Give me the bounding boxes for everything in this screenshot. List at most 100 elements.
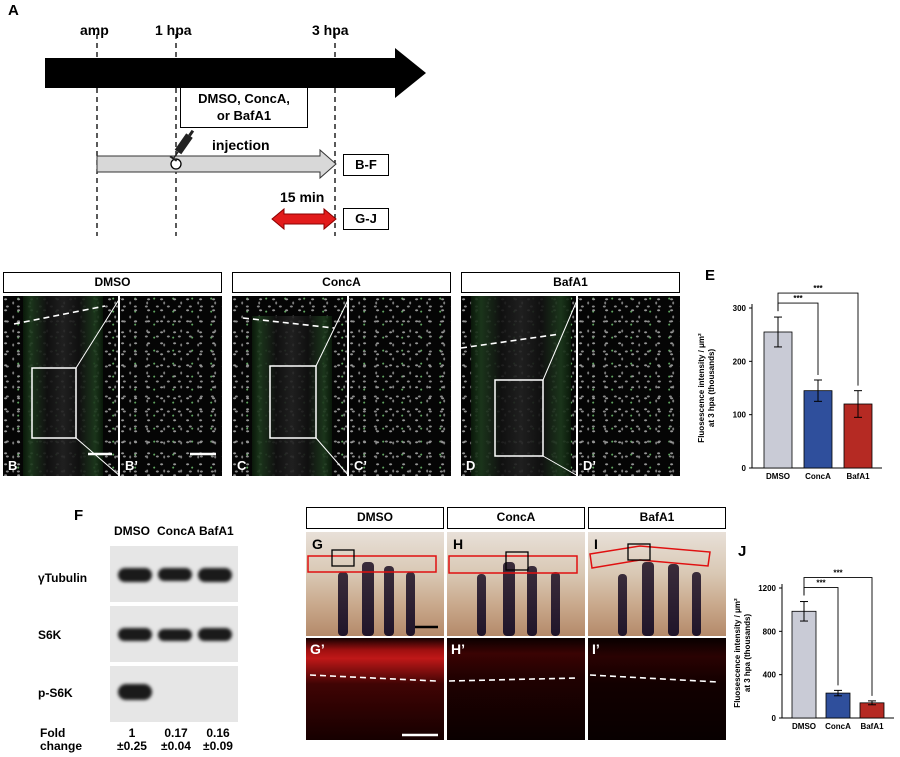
y-axis-label-line-1: Fluosescence intensity / μm² — [733, 598, 742, 708]
1hpa-label: 1 hpa — [155, 22, 192, 38]
label-g-prime: G’ — [310, 641, 325, 657]
wb-row-tubulin: γTubulin — [38, 571, 88, 585]
bar-conca — [825, 692, 851, 719]
header-bafa1: BafA1 — [461, 272, 680, 293]
injection-point — [170, 158, 182, 170]
image-h — [447, 532, 585, 636]
sig-stars-0: *** — [793, 294, 803, 303]
header-dmso: DMSO — [3, 272, 222, 293]
y-axis-label: Fluosescence intensity / μm² at 3 hpa (th… — [733, 598, 752, 708]
sig-bracket-1 — [777, 292, 859, 386]
treatment-line-1: DMSO, ConcA, — [198, 91, 290, 106]
wb-col-bafa1: BafA1 — [199, 524, 234, 538]
image-i — [588, 532, 726, 636]
y-tick-label-1: 400 — [763, 671, 777, 680]
injection-label: injection — [212, 137, 270, 153]
bar-dmso — [763, 331, 793, 469]
label-b: B — [8, 458, 18, 473]
x-label-0: DMSO — [766, 472, 790, 481]
image-c-prime — [349, 296, 451, 476]
x-label-0: DMSO — [792, 722, 816, 731]
y-tick-label-2: 800 — [763, 627, 777, 636]
bar-dmso — [791, 610, 817, 719]
time-arrow — [45, 48, 426, 98]
label-c: C — [237, 458, 247, 473]
fold-value-bafa1: 0.16 — [206, 726, 230, 740]
fold-error-dmso: ±0.25 — [117, 739, 147, 753]
blot-ps6k — [110, 666, 238, 722]
treatment-box: DMSO, ConcA, or BafA1 — [180, 86, 308, 128]
sig-stars-0: *** — [816, 579, 826, 588]
sig-stars-1: *** — [833, 569, 843, 578]
y-axis-label-line-1: Fluosescence intensity / μm² — [697, 333, 706, 443]
image-b-prime — [120, 296, 222, 476]
timeline-diagram — [45, 34, 426, 236]
fin-header-conca: ConcA — [447, 507, 585, 529]
fold-value-dmso: 1 — [128, 726, 136, 740]
image-c — [232, 296, 347, 476]
3hpa-label: 3 hpa — [312, 22, 349, 38]
label-c-prime: C’ — [354, 458, 367, 473]
label-d: D — [466, 458, 476, 473]
panel-label-f: F — [74, 507, 84, 524]
fold-error-conca: ±0.04 — [161, 739, 191, 753]
gj-box: G-J — [343, 208, 389, 230]
image-h-prime — [447, 638, 585, 740]
blot-tubulin — [110, 546, 238, 602]
chart-j: 0 400 800 1200 DMSO ConcA BafA1 *** *** Fluosesce… — [733, 569, 894, 731]
fold-bafa1: 0.16 ±0.09 — [198, 727, 238, 753]
label-d-prime: D’ — [583, 458, 596, 473]
fold-value-conca: 0.17 — [164, 726, 188, 740]
gray-arrow — [96, 148, 337, 180]
image-g — [306, 532, 444, 636]
image-d-prime — [578, 296, 680, 476]
chart-e: 0 100 200 300 DMSO ConcA BafA1 *** *** Fluosescen… — [697, 284, 882, 481]
sig-bracket-1 — [803, 577, 873, 696]
fold-change-label: Fold change — [40, 727, 82, 753]
fold-dmso: 1 ±0.25 — [112, 727, 152, 753]
panel-label-j: J — [738, 543, 747, 560]
header-conca: ConcA — [232, 272, 451, 293]
wb-col-conca: ConcA — [157, 524, 196, 538]
sig-stars-1: *** — [813, 284, 823, 293]
label-g: G — [312, 536, 323, 552]
fold-label-2: change — [40, 739, 83, 753]
y-tick-label-1: 100 — [733, 411, 747, 420]
image-i-prime — [588, 638, 726, 740]
y-tick-label-3: 1200 — [758, 584, 776, 593]
fin-header-bafa1: BafA1 — [588, 507, 726, 529]
x-label-1: ConcA — [825, 722, 851, 731]
x-label-2: BafA1 — [860, 722, 884, 731]
label-h-prime: H’ — [451, 641, 465, 657]
micro-overlays — [13, 297, 579, 477]
fin-overlays — [307, 543, 719, 737]
label-h: H — [453, 536, 464, 552]
wb-row-s6k: S6K — [38, 628, 62, 642]
y-tick-label-0: 0 — [772, 714, 777, 723]
x-label-2: BafA1 — [846, 472, 870, 481]
x-label-1: ConcA — [805, 472, 831, 481]
image-g-prime — [306, 638, 444, 740]
label-i: I — [594, 536, 598, 552]
fin-header-dmso: DMSO — [306, 507, 444, 529]
blot-s6k — [110, 606, 238, 662]
fold-error-bafa1: ±0.09 — [203, 739, 233, 753]
y-tick-label-2: 200 — [733, 357, 747, 366]
image-b — [3, 296, 118, 476]
y-axis-label: Fluosescence intensity / μm² at 3 hpa (th… — [697, 333, 716, 443]
bar-conca — [803, 390, 833, 469]
y-axis-label-line-2: at 3 hpa (thousands) — [707, 349, 716, 428]
duration-label: 15 min — [280, 189, 325, 205]
y-axis-label-line-2: at 3 hpa (thousands) — [743, 614, 752, 693]
fold-label-1: Fold — [40, 726, 66, 740]
label-b-prime: B’ — [125, 458, 138, 473]
amp-label: amp — [80, 22, 109, 38]
image-d — [461, 296, 576, 476]
red-double-arrow — [271, 207, 337, 231]
label-i-prime: I’ — [592, 641, 600, 657]
y-tick-label-3: 300 — [733, 304, 747, 313]
treatment-line-2: or BafA1 — [216, 108, 272, 123]
wb-row-ps6k: p-S6K — [38, 686, 73, 700]
panel-label-e: E — [705, 267, 716, 284]
